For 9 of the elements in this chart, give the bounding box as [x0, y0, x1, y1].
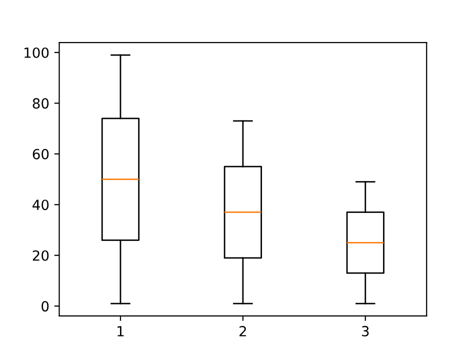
y-tick-label: 80: [32, 98, 49, 109]
x-tick-label: 1: [118, 326, 124, 336]
y-tick-label: 20: [32, 250, 49, 261]
y-tick-label: 100: [24, 47, 49, 58]
y-tick-label: 40: [32, 200, 49, 210]
y-tick-label: 60: [32, 148, 49, 160]
x-tick-label: 3: [362, 326, 369, 336]
y-tick-label: 0: [42, 301, 49, 312]
x-tick-label: 2: [240, 326, 246, 336]
